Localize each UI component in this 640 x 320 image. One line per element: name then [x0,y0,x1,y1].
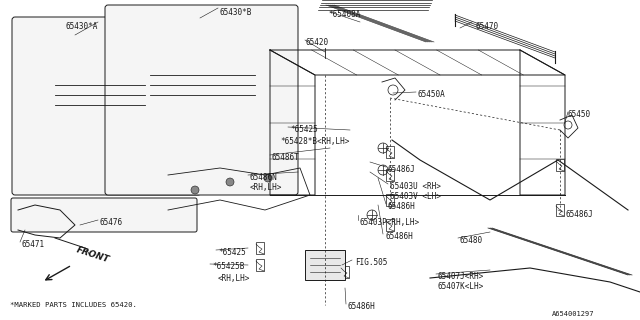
Bar [386,169,394,181]
Text: 65403P<RH,LH>: 65403P<RH,LH> [360,218,420,227]
Circle shape [264,174,272,182]
Circle shape [226,178,234,186]
Text: 65486H: 65486H [348,302,376,311]
Text: 65486T: 65486T [272,153,300,162]
Text: 65450A: 65450A [418,90,445,99]
Text: 65450: 65450 [568,110,591,119]
Text: 65471: 65471 [22,240,45,249]
Text: 65430*A: 65430*A [65,22,97,31]
Text: 65407J<RH>: 65407J<RH> [438,272,484,281]
Bar [556,159,564,171]
Text: 65470: 65470 [475,22,498,31]
Text: A654001297: A654001297 [552,311,595,317]
Text: 65430*B: 65430*B [220,8,252,17]
Text: 65420: 65420 [305,38,328,47]
Text: *65428*B<RH,LH>: *65428*B<RH,LH> [280,137,349,146]
Text: 65486N: 65486N [250,173,278,182]
Text: 65407K<LH>: 65407K<LH> [438,282,484,291]
FancyBboxPatch shape [105,5,298,195]
Text: *65425B: *65425B [212,262,244,271]
Bar [386,194,394,206]
Text: 65486H: 65486H [385,232,413,241]
Text: 65486J: 65486J [565,210,593,219]
Bar [256,259,264,271]
Bar [256,242,264,254]
Bar [386,146,394,158]
Bar [386,219,394,231]
Bar [341,266,349,278]
Text: 65403U <RH>: 65403U <RH> [390,182,441,191]
Text: <RH,LH>: <RH,LH> [250,183,282,192]
Text: 65480: 65480 [460,236,483,245]
Bar [556,204,564,216]
Text: 65486H: 65486H [388,202,416,211]
Text: <RH,LH>: <RH,LH> [218,274,250,283]
Text: 65476: 65476 [100,218,123,227]
Text: *MARKED PARTS INCLUDES 65420.: *MARKED PARTS INCLUDES 65420. [10,302,137,308]
Text: *65425: *65425 [290,125,317,134]
Text: 65403V <LH>: 65403V <LH> [390,192,441,201]
Text: *65408A: *65408A [328,10,360,19]
Text: FRONT: FRONT [75,245,110,264]
FancyBboxPatch shape [11,198,197,232]
Bar [305,250,345,280]
Text: FIG.505: FIG.505 [355,258,387,267]
Text: 65486J: 65486J [388,165,416,174]
FancyBboxPatch shape [12,17,201,195]
Text: *65425: *65425 [218,248,246,257]
Circle shape [191,186,199,194]
